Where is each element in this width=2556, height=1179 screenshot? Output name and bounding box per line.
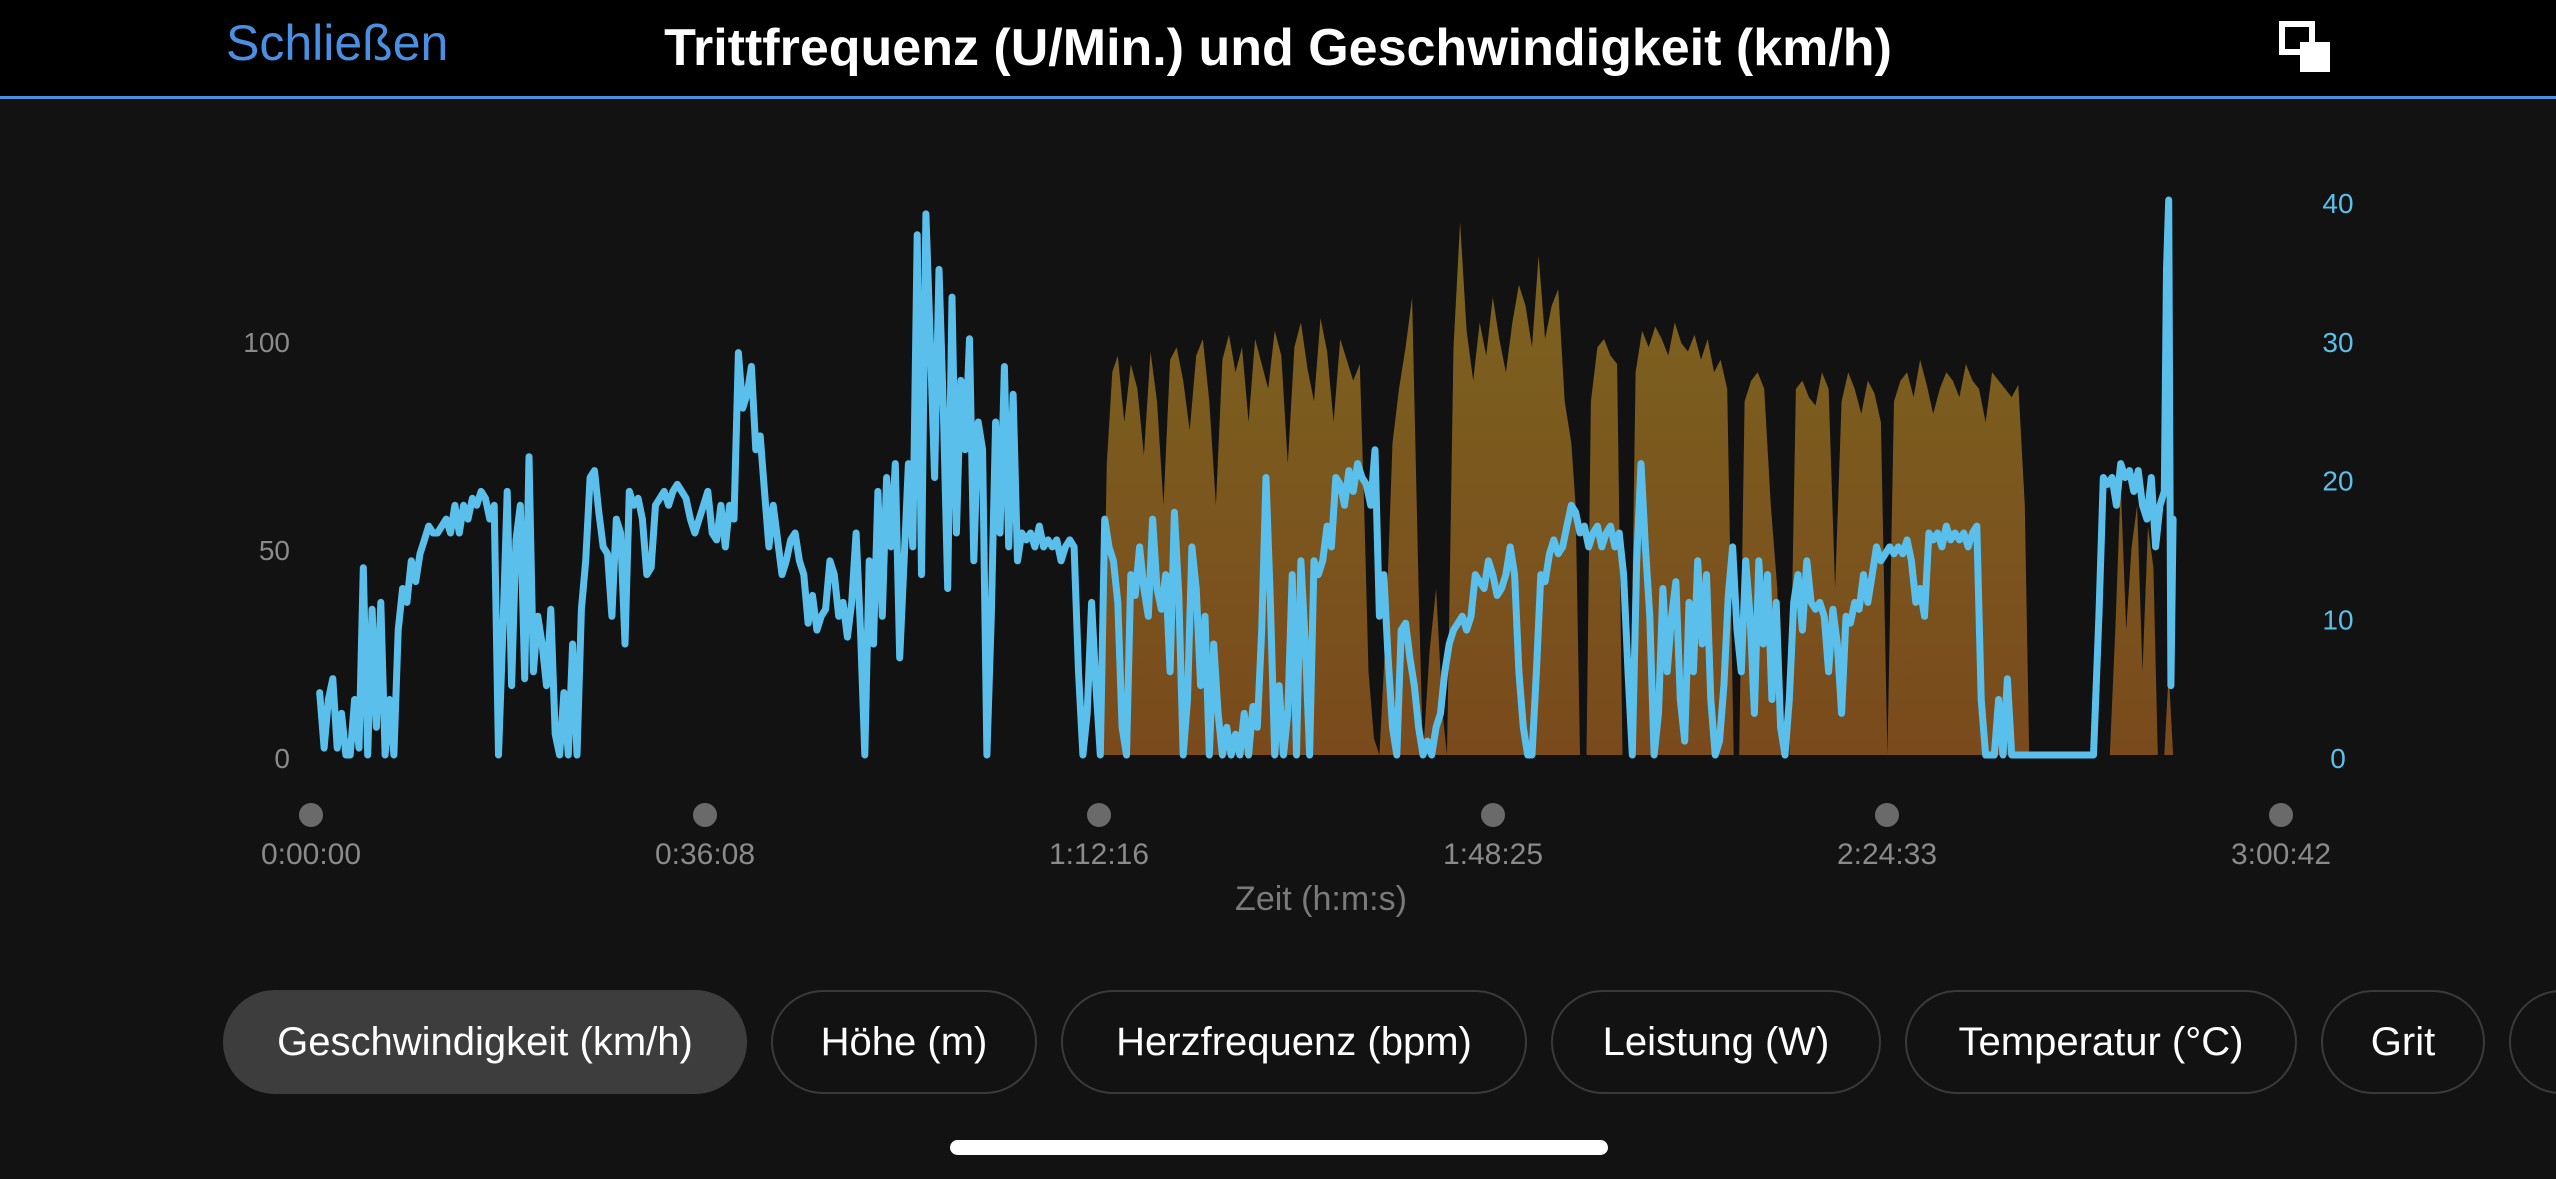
fullscreen-toggle-icon[interactable] — [2278, 20, 2334, 76]
tab-more[interactable] — [2509, 990, 2556, 1094]
speed-line-layer — [316, 196, 2177, 759]
y-right-tick-label: 10 — [2322, 604, 2353, 635]
x-tick-label: 0:00:00 — [261, 838, 361, 871]
x-tick-label: 1:12:16 — [1049, 838, 1149, 871]
top-bar: Schließen Trittfrequenz (U/Min.) und Ges… — [0, 0, 2556, 99]
close-button[interactable]: Schließen — [226, 15, 449, 71]
x-tick-label: 2:24:33 — [1837, 838, 1937, 871]
y-left-tick-label: 50 — [259, 535, 290, 566]
tab-geschwindigkeit[interactable]: Geschwindigkeit (km/h) — [223, 990, 747, 1094]
x-axis-label: Zeit (h:m:s) — [1235, 880, 1407, 918]
cadence-speed-chart[interactable]: 0 50 100 0 10 20 30 40 0:00:00 0:36:08 1:12:16 1:48… — [0, 99, 2556, 979]
ticks-layer: 0 50 100 0 10 20 30 40 0:00:00 0:36:08 1:12:16 1:48… — [243, 188, 2353, 918]
y-right-tick-label: 20 — [2322, 466, 2353, 497]
x-tick-dot — [693, 803, 717, 827]
tab-hoehe[interactable]: Höhe (m) — [771, 990, 1037, 1094]
x-tick-label: 1:48:25 — [1443, 838, 1543, 871]
tab-herzfrequenz[interactable]: Herzfrequenz (bpm) — [1061, 990, 1527, 1094]
y-right-tick-label: 0 — [2330, 743, 2346, 774]
cadence-area — [311, 222, 2279, 755]
speed-line — [316, 196, 2177, 759]
chart-title: Trittfrequenz (U/Min.) und Geschwindigke… — [664, 19, 1892, 77]
tab-grit[interactable]: Grit — [2321, 990, 2485, 1094]
metric-selector: Geschwindigkeit (km/h) Höhe (m) Herzfreq… — [0, 988, 2556, 1100]
y-right-tick-label: 40 — [2322, 188, 2353, 219]
x-tick-label: 3:00:42 — [2231, 838, 2331, 871]
y-right-tick-label: 30 — [2322, 327, 2353, 358]
cadence-area-layer — [311, 222, 2279, 755]
tab-leistung[interactable]: Leistung (W) — [1551, 990, 1881, 1094]
x-tick-dot — [1087, 803, 1111, 827]
x-tick-dot — [2269, 803, 2293, 827]
x-tick-dot — [1481, 803, 1505, 827]
y-left-tick-label: 0 — [274, 743, 290, 774]
tab-temperatur[interactable]: Temperatur (°C) — [1905, 990, 2297, 1094]
x-tick-dot — [1875, 803, 1899, 827]
x-tick-label: 0:36:08 — [655, 838, 755, 871]
home-indicator — [950, 1140, 1608, 1155]
y-left-tick-label: 100 — [243, 327, 290, 358]
x-tick-dot — [299, 803, 323, 827]
chart-area[interactable]: 0 50 100 0 10 20 30 40 0:00:00 0:36:08 1:12:16 1:48… — [0, 99, 2556, 979]
